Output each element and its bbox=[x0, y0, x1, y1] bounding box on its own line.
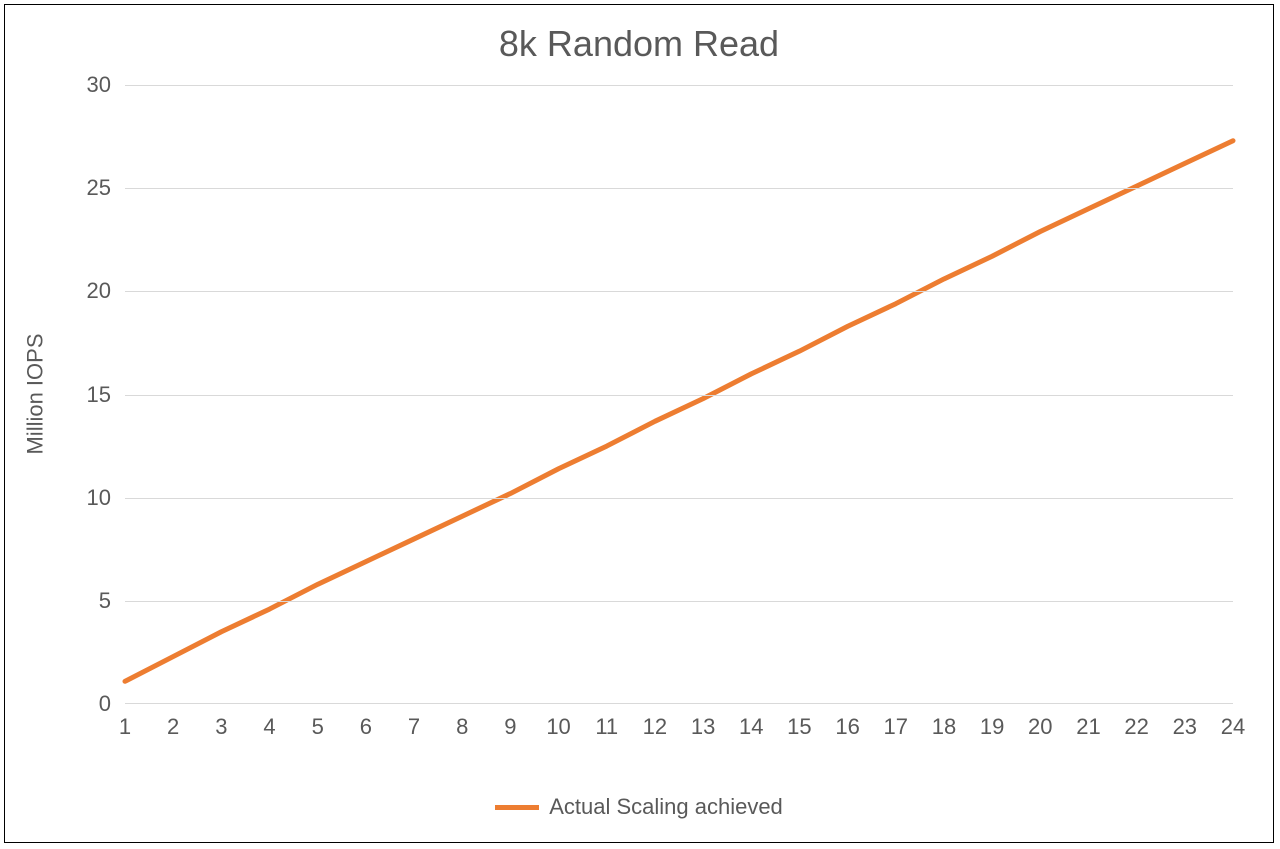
x-tick-label: 5 bbox=[312, 714, 324, 740]
legend: Actual Scaling achieved bbox=[5, 794, 1273, 820]
plot-area: 0510152025301234567891011121314151617181… bbox=[125, 85, 1233, 704]
y-tick-label: 25 bbox=[51, 175, 125, 201]
x-tick-label: 18 bbox=[932, 714, 956, 740]
y-tick-label: 20 bbox=[51, 278, 125, 304]
grid-line bbox=[125, 395, 1233, 396]
x-tick-label: 6 bbox=[360, 714, 372, 740]
y-tick-label: 5 bbox=[51, 588, 125, 614]
legend-label: Actual Scaling achieved bbox=[549, 794, 783, 820]
y-tick-label: 0 bbox=[51, 691, 125, 717]
grid-line bbox=[125, 188, 1233, 189]
x-tick-label: 24 bbox=[1221, 714, 1245, 740]
x-tick-label: 4 bbox=[263, 714, 275, 740]
chart-frame: 8k Random Read Million IOPS 051015202530… bbox=[4, 4, 1274, 843]
x-tick-label: 16 bbox=[835, 714, 859, 740]
grid-line bbox=[125, 291, 1233, 292]
x-tick-label: 3 bbox=[215, 714, 227, 740]
y-tick-label: 15 bbox=[51, 382, 125, 408]
chart-title: 8k Random Read bbox=[5, 23, 1273, 65]
y-tick-label: 10 bbox=[51, 485, 125, 511]
x-tick-label: 20 bbox=[1028, 714, 1052, 740]
x-tick-label: 13 bbox=[691, 714, 715, 740]
y-axis-title: Million IOPS bbox=[21, 85, 51, 702]
x-tick-label: 23 bbox=[1173, 714, 1197, 740]
grid-line bbox=[125, 601, 1233, 602]
x-tick-label: 17 bbox=[884, 714, 908, 740]
x-tick-label: 10 bbox=[546, 714, 570, 740]
x-tick-label: 22 bbox=[1124, 714, 1148, 740]
y-tick-label: 30 bbox=[51, 72, 125, 98]
x-tick-label: 8 bbox=[456, 714, 468, 740]
x-tick-label: 7 bbox=[408, 714, 420, 740]
y-axis-title-text: Million IOPS bbox=[23, 333, 49, 454]
grid-line bbox=[125, 498, 1233, 499]
x-tick-label: 12 bbox=[643, 714, 667, 740]
x-tick-label: 11 bbox=[595, 714, 618, 740]
x-tick-label: 9 bbox=[504, 714, 516, 740]
legend-swatch bbox=[495, 805, 539, 810]
x-tick-label: 21 bbox=[1076, 714, 1100, 740]
x-tick-label: 14 bbox=[739, 714, 763, 740]
x-tick-label: 15 bbox=[787, 714, 811, 740]
grid-line bbox=[125, 85, 1233, 86]
x-tick-label: 2 bbox=[167, 714, 179, 740]
x-tick-label: 19 bbox=[980, 714, 1004, 740]
x-tick-label: 1 bbox=[119, 714, 131, 740]
